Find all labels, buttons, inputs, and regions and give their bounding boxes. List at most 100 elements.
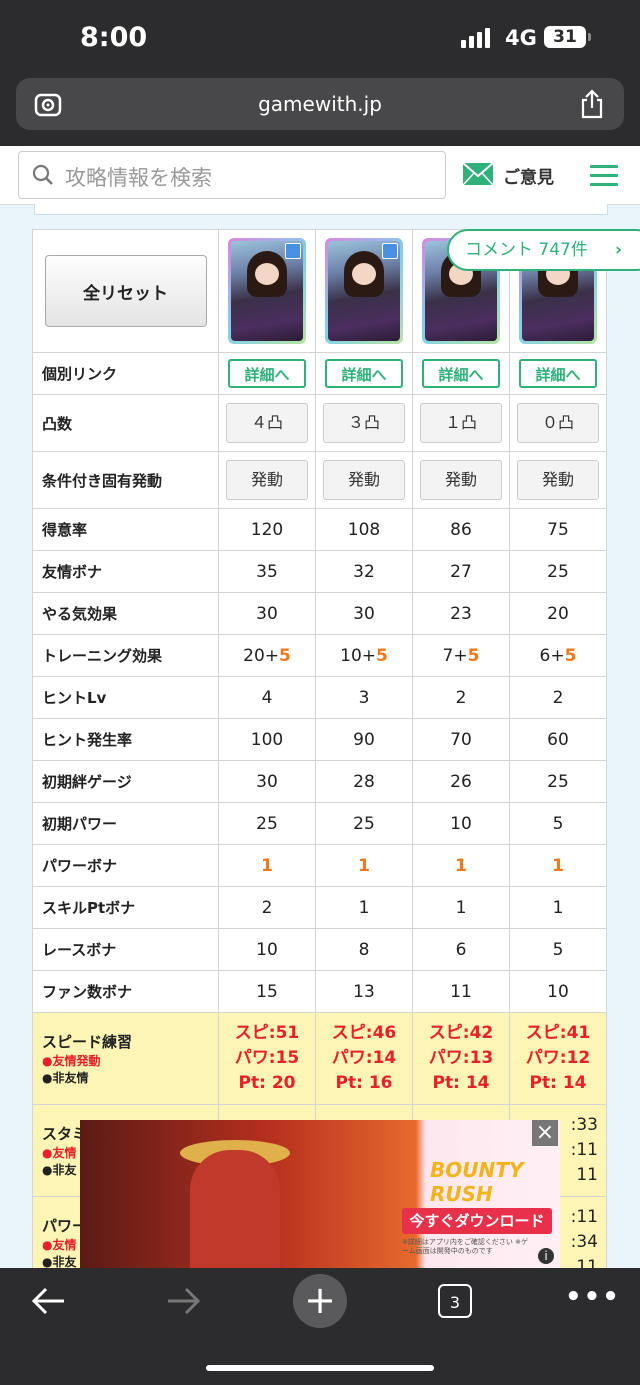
table-row: 条件付き固有発動 発動 発動 発動 発動 — [32, 451, 607, 509]
reset-all-button[interactable]: 全リセット — [44, 255, 207, 327]
detail-link[interactable]: 詳細へ — [519, 359, 597, 388]
cell: 2 — [412, 676, 510, 719]
detail-link[interactable]: 詳細へ — [228, 359, 306, 388]
cell: 10 — [218, 928, 316, 971]
cell: 23 — [412, 592, 510, 635]
cell: 86 — [412, 508, 510, 551]
row-label: 個別リンク — [32, 352, 219, 395]
back-arrow-icon[interactable] — [30, 1286, 66, 1320]
table-row: スキルPtボナ 2 1 1 1 — [32, 886, 607, 929]
card-image[interactable] — [422, 238, 500, 344]
cell: 2 — [218, 886, 316, 929]
ad-banner[interactable]: BOUNTY RUSH 今すぐダウンロード ※詳細はアプリ内をご確認ください ※… — [80, 1120, 560, 1268]
table-row: ファン数ボナ 15 13 11 10 — [32, 970, 607, 1013]
cell: 120 — [218, 508, 316, 551]
feedback-link[interactable]: ご意見 — [503, 168, 554, 188]
row-label: スキルPtボナ — [32, 886, 219, 929]
cell: 1 — [315, 844, 413, 887]
ad-logo: BOUNTY RUSH — [430, 1158, 524, 1206]
more-options-icon[interactable]: ••• — [565, 1282, 621, 1312]
battery-icon: 31 — [544, 26, 586, 48]
cell: スピ:42 パワ:13 Pt: 14 — [412, 1012, 510, 1105]
cell: 25 — [509, 550, 607, 593]
level-select[interactable]: ３凸 — [323, 403, 405, 443]
web-content: 攻略情報を検索 ご意見 全リセット 個別リンク 詳細へ 詳細へ 詳細へ 詳細へ — [0, 146, 640, 1268]
cell: 20 — [509, 592, 607, 635]
row-label: ファン数ボナ — [32, 970, 219, 1013]
cell: 27 — [412, 550, 510, 593]
card-image[interactable] — [325, 238, 403, 344]
chevron-right-icon: › — [615, 240, 623, 260]
cell: 20+5 — [218, 634, 316, 677]
cell: 15 — [218, 970, 316, 1013]
row-label: トレーニング効果 — [32, 634, 219, 677]
close-icon[interactable]: × — [532, 1120, 558, 1146]
training-row-speed: スピード練習 ●友情発動 ●非友情 スピ:51 パワ:15 Pt: 20 スピ:46… — [32, 1012, 607, 1105]
cell: 10 — [412, 802, 510, 845]
card-image[interactable] — [228, 238, 306, 344]
share-icon[interactable] — [578, 88, 606, 124]
level-select[interactable]: ０凸 — [517, 403, 599, 443]
cell: 28 — [315, 760, 413, 803]
detail-link[interactable]: 詳細へ — [422, 359, 500, 388]
cell: 4 — [218, 676, 316, 719]
table-row: パワーボナ 1 1 1 1 — [32, 844, 607, 887]
cell: 35 — [218, 550, 316, 593]
detail-link[interactable]: 詳細へ — [325, 359, 403, 388]
table-row: ヒント発生率 100 90 70 60 — [32, 718, 607, 761]
browser-toolbar: + 3 ••• — [0, 1268, 640, 1385]
ad-character — [190, 1150, 280, 1268]
cell: 25 — [315, 802, 413, 845]
row-label: ヒント発生率 — [32, 718, 219, 761]
new-tab-plus-icon[interactable]: + — [293, 1274, 347, 1328]
cell: 10+5 — [315, 634, 413, 677]
forward-arrow-icon[interactable] — [166, 1286, 202, 1320]
table-row: ヒントLv 4 3 2 2 — [32, 676, 607, 719]
signal-icon — [461, 28, 490, 48]
cell: 2 — [509, 676, 607, 719]
tab-count-button[interactable]: 3 — [438, 1284, 472, 1318]
row-label: レースボナ — [32, 928, 219, 971]
network-type: 4G — [505, 26, 537, 50]
table-row: 友情ボナ 35 32 27 25 — [32, 550, 607, 593]
info-icon[interactable]: i — [538, 1248, 554, 1264]
card-header-row: 全リセット — [32, 229, 607, 353]
cell: スピ:46 パワ:14 Pt: 16 — [315, 1012, 413, 1105]
cell: 1 — [412, 844, 510, 887]
mail-icon[interactable] — [462, 162, 494, 190]
table-row: レースボナ 10 8 6 5 — [32, 928, 607, 971]
row-label: スピード練習 ●友情発動 ●非友情 — [32, 1012, 219, 1105]
cell: 30 — [218, 760, 316, 803]
table-row: やる気効果 30 30 23 20 — [32, 592, 607, 635]
cell: 3 — [315, 676, 413, 719]
cell: 32 — [315, 550, 413, 593]
level-select[interactable]: ４凸 — [226, 403, 308, 443]
cell: 6 — [412, 928, 510, 971]
cell: 1 — [218, 844, 316, 887]
cell: 25 — [218, 802, 316, 845]
table-row: トレーニング効果 20+5 10+5 7+5 6+5 — [32, 634, 607, 677]
lens-icon[interactable] — [34, 91, 62, 121]
hamburger-menu-icon[interactable] — [590, 165, 618, 192]
trigger-select[interactable]: 発動 — [420, 460, 502, 500]
trigger-select[interactable]: 発動 — [517, 460, 599, 500]
cell: 6+5 — [509, 634, 607, 677]
battery-tip — [588, 33, 591, 41]
ad-download-button[interactable]: 今すぐダウンロード — [402, 1208, 552, 1234]
cell: 26 — [412, 760, 510, 803]
address-bar[interactable]: gamewith.jp — [16, 78, 624, 130]
cell: 7+5 — [412, 634, 510, 677]
ad-fine-print: ※詳細はアプリ内をご確認ください ※ゲーム画面は開発中のものです — [402, 1238, 528, 1255]
url-text[interactable]: gamewith.jp — [258, 92, 382, 116]
search-input[interactable]: 攻略情報を検索 — [18, 151, 446, 199]
level-select[interactable]: １凸 — [420, 403, 502, 443]
cell: 1 — [509, 886, 607, 929]
trigger-select[interactable]: 発動 — [323, 460, 405, 500]
cell: 25 — [509, 760, 607, 803]
comment-button[interactable]: コメント 747件 › — [447, 229, 640, 271]
cell: 11 — [412, 970, 510, 1013]
row-label: パワーボナ — [32, 844, 219, 887]
table-row: 初期絆ゲージ 30 28 26 25 — [32, 760, 607, 803]
trigger-select[interactable]: 発動 — [226, 460, 308, 500]
row-label: 友情ボナ — [32, 550, 219, 593]
